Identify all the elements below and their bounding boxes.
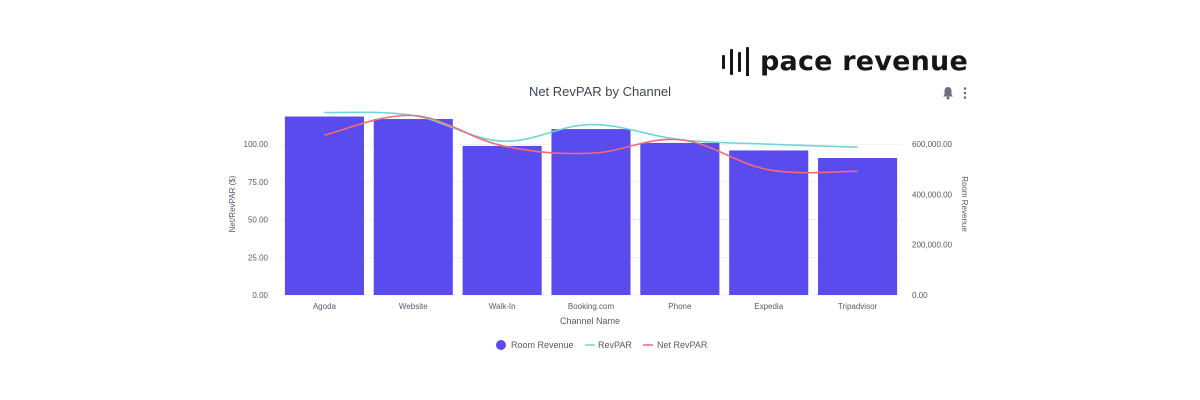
line-net-revpar[interactable]: [324, 114, 858, 174]
legend: Room Revenue RevPAR Net RevPAR: [496, 340, 708, 350]
legend-label-net-revpar[interactable]: Net RevPAR: [657, 340, 708, 350]
y-tick-label: 75.00: [248, 178, 269, 187]
bell-icon[interactable]: [942, 86, 954, 100]
y2-tick-label: 400,000.00: [912, 190, 953, 199]
bar-walk-in[interactable]: [462, 145, 542, 295]
y-tick-label: 100.00: [244, 140, 269, 149]
lines: [324, 111, 858, 174]
chart-title: Net RevPAR by Channel: [528, 84, 672, 99]
bar-phone[interactable]: [640, 142, 720, 295]
bar-tripadvisor[interactable]: [818, 157, 898, 295]
x-tick-label: Tripadvisor: [838, 302, 878, 311]
y2-axis-label: Room Revenue: [960, 176, 969, 232]
y-tick-label: 0.00: [252, 291, 268, 300]
logo-text: pace revenue: [760, 46, 968, 77]
y-tick-label: 25.00: [248, 253, 269, 262]
x-tick-label: Agoda: [313, 302, 337, 311]
bar-expedia[interactable]: [729, 150, 809, 295]
x-tick-label: Walk-In: [489, 302, 516, 311]
y-tick-label: 50.00: [248, 216, 269, 225]
legend-label-revpar[interactable]: RevPAR: [598, 340, 632, 350]
x-axis-label: Channel Name: [560, 316, 620, 326]
x-tick-label: Expedia: [754, 302, 783, 311]
y2-tick-label: 600,000.00: [912, 140, 953, 149]
bar-booking-com[interactable]: [551, 129, 631, 295]
more-vertical-icon[interactable]: [962, 86, 968, 100]
x-tick-label: Website: [399, 302, 428, 311]
brand-logo: pace revenue: [722, 42, 968, 82]
legend-label-room-revenue[interactable]: Room Revenue: [511, 340, 574, 350]
bars: [284, 116, 898, 296]
x-tick-label: Phone: [668, 302, 692, 311]
y2-tick-label: 200,000.00: [912, 241, 953, 250]
y-axis-label: Net/RevPAR ($): [228, 175, 237, 232]
y2-tick-label: 0.00: [912, 291, 928, 300]
logo-mark-icon: [722, 42, 749, 82]
bar-website[interactable]: [373, 119, 453, 296]
tick-labels: 0.00 25.00 50.00 75.00 100.00 0.00 200,000.00 4…: [244, 140, 953, 311]
legend-marker-room-revenue[interactable]: [496, 340, 506, 350]
x-tick-label: Booking.com: [568, 302, 615, 311]
bar-agoda[interactable]: [284, 116, 364, 295]
